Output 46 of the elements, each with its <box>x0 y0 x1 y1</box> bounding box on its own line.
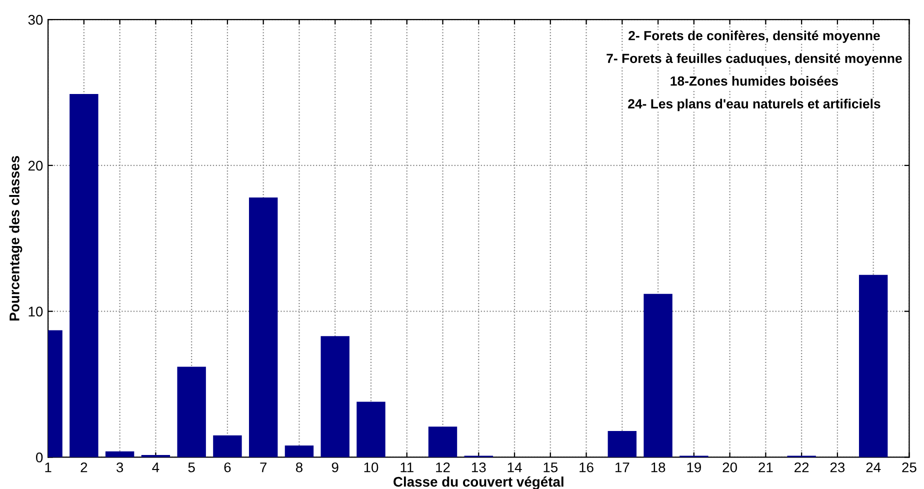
x-tick-label: 16 <box>580 462 594 472</box>
x-tick-label: 6 <box>224 462 231 472</box>
x-tick-label: 3 <box>116 462 124 472</box>
y-axis-title: Pourcentage des classes <box>9 156 22 320</box>
y-tick-label: 30 <box>28 14 43 25</box>
x-tick-label: 5 <box>188 462 195 472</box>
x-tick-label: 8 <box>296 462 302 472</box>
annotation: 7- Forets à feuilles caduques, densité moyenne <box>606 53 902 66</box>
y-tick-label: 20 <box>28 160 43 171</box>
bar <box>428 426 458 458</box>
x-tick-label: 15 <box>544 462 558 472</box>
x-tick-label: 10 <box>364 462 378 472</box>
bar <box>320 336 350 458</box>
x-tick-label: 13 <box>472 462 486 472</box>
x-tick-label: 24 <box>866 462 881 472</box>
x-tick-label: 21 <box>758 462 773 472</box>
x-tick-label: 25 <box>902 462 916 472</box>
annotation: 2- Forets de conifères, densité moyenne <box>628 30 880 43</box>
x-tick-label: 7 <box>260 462 267 472</box>
x-tick-label: 23 <box>830 462 845 472</box>
x-tick-label: 20 <box>722 462 737 472</box>
x-tick-label: 17 <box>615 462 630 472</box>
bar <box>177 366 206 458</box>
bar <box>248 198 278 458</box>
bar <box>70 94 98 458</box>
bar <box>858 274 888 458</box>
x-tick-label: 22 <box>794 462 809 472</box>
y-tick-label: 10 <box>28 306 43 316</box>
bar <box>105 451 134 458</box>
annotation: 18-Zones humides boisées <box>670 76 838 86</box>
bar <box>644 294 672 458</box>
x-tick-label: 9 <box>332 462 338 472</box>
x-tick-label: 18 <box>651 462 666 472</box>
x-tick-label: 4 <box>152 462 160 472</box>
annotation: 24- Les plans d'eau naturels et artificiels <box>628 98 880 112</box>
x-tick-label: 1 <box>45 462 52 472</box>
bar <box>356 402 386 458</box>
x-tick-label: 19 <box>687 462 701 472</box>
x-tick-label: 12 <box>436 462 450 472</box>
x-tick-label: 11 <box>400 462 414 472</box>
y-tick-label: 0 <box>36 452 43 462</box>
bar <box>284 446 314 458</box>
bar <box>213 435 242 458</box>
bar <box>608 430 637 458</box>
x-tick-label: 14 <box>508 462 522 472</box>
x-tick-label: 2 <box>80 462 88 472</box>
